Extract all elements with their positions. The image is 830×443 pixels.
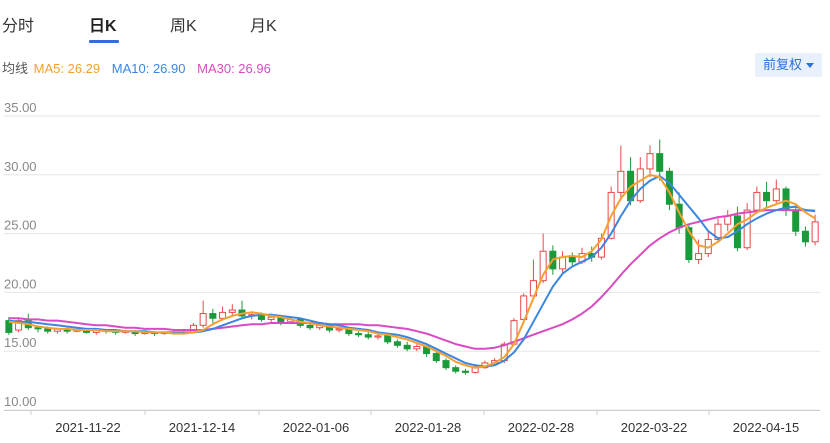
candle-up bbox=[743, 209, 751, 249]
price-adjust-label: 前复权 bbox=[762, 57, 802, 72]
candle-down bbox=[5, 320, 13, 333]
y-tick-label: 30.00 bbox=[4, 159, 37, 174]
candle-down bbox=[656, 153, 664, 172]
candle-up bbox=[374, 335, 382, 338]
x-tick-label: 2022-01-06 bbox=[283, 420, 350, 435]
y-tick-label: 25.00 bbox=[4, 218, 37, 233]
candle-up bbox=[219, 311, 227, 319]
candle-up bbox=[753, 191, 761, 211]
candle-down bbox=[432, 353, 440, 362]
candle-up bbox=[228, 309, 236, 313]
candle-up bbox=[695, 253, 703, 260]
ma5-line bbox=[8, 173, 816, 369]
period-tabs: 分时 日K 周K 月K bbox=[0, 0, 830, 48]
candle-down bbox=[44, 328, 52, 332]
ma30-line bbox=[8, 209, 816, 350]
candle-down bbox=[306, 324, 314, 329]
legend-ma30: MA30: 26.96 bbox=[197, 61, 271, 76]
candle-up bbox=[539, 250, 547, 282]
tab-intraday[interactable]: 分时 bbox=[2, 18, 35, 35]
legend-prefix: 均线 bbox=[2, 61, 29, 76]
candle-down bbox=[355, 333, 363, 336]
candle-down bbox=[403, 344, 411, 350]
x-tick-label: 2021-12-14 bbox=[169, 420, 236, 435]
candle-down bbox=[763, 191, 771, 202]
candle-up bbox=[646, 153, 654, 170]
x-tick-label: 2022-04-15 bbox=[733, 420, 800, 435]
candle-down bbox=[34, 327, 42, 330]
candle-up bbox=[714, 223, 722, 240]
candle-up bbox=[811, 221, 819, 243]
x-tick-label: 2021-11-22 bbox=[55, 420, 121, 435]
active-tab-underline bbox=[89, 40, 119, 43]
candle-up bbox=[772, 188, 780, 202]
legend-ma5: MA5: 26.29 bbox=[33, 61, 101, 76]
ma-legend: 均线 MA5: 26.29 MA10: 26.90 MA30: 26.96 bbox=[2, 58, 279, 77]
candle-up bbox=[199, 313, 207, 326]
candle-down bbox=[384, 335, 392, 343]
candle-up bbox=[267, 316, 275, 320]
candle-down bbox=[685, 227, 693, 260]
tab-daily-k[interactable]: 日K bbox=[89, 18, 117, 35]
tab-monthly-k[interactable]: 月K bbox=[250, 18, 277, 35]
tab-weekly-k[interactable]: 周K bbox=[170, 18, 197, 35]
y-tick-label: 20.00 bbox=[4, 276, 37, 291]
y-tick-label: 15.00 bbox=[4, 335, 37, 350]
y-tick-label: 10.00 bbox=[4, 394, 37, 409]
candle-up bbox=[15, 320, 23, 331]
candle-down bbox=[393, 341, 401, 346]
candle-up bbox=[335, 328, 343, 331]
candle-down bbox=[364, 334, 372, 338]
candle-down bbox=[461, 370, 469, 373]
ma10-line bbox=[8, 175, 816, 368]
candle-down bbox=[568, 256, 576, 263]
x-tick-label: 2022-02-28 bbox=[508, 420, 575, 435]
candle-up bbox=[559, 256, 567, 270]
candle-up bbox=[617, 170, 625, 193]
price-adjust-dropdown[interactable]: 前复权 bbox=[754, 53, 822, 77]
candle-down bbox=[452, 367, 460, 372]
x-tick-label: 2022-03-22 bbox=[621, 420, 688, 435]
candle-up bbox=[636, 168, 644, 202]
caret-down-icon bbox=[806, 63, 814, 69]
candle-down bbox=[209, 313, 217, 319]
candle-up bbox=[413, 345, 421, 350]
y-tick-label: 35.00 bbox=[4, 100, 37, 115]
candle-down bbox=[792, 209, 800, 232]
x-tick-label: 2022-01-28 bbox=[395, 420, 462, 435]
candle-down bbox=[801, 230, 809, 243]
legend-ma10: MA10: 26.90 bbox=[111, 61, 186, 76]
candle-down bbox=[442, 360, 450, 369]
